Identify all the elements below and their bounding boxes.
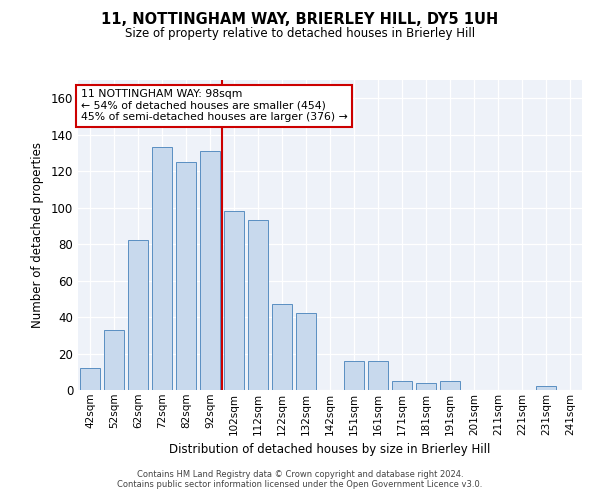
Bar xyxy=(80,368,100,390)
Bar xyxy=(536,386,556,390)
Bar xyxy=(392,381,412,390)
X-axis label: Distribution of detached houses by size in Brierley Hill: Distribution of detached houses by size … xyxy=(169,443,491,456)
Bar xyxy=(416,382,436,390)
Bar xyxy=(368,361,388,390)
Bar xyxy=(104,330,124,390)
Bar xyxy=(272,304,292,390)
Text: Contains HM Land Registry data © Crown copyright and database right 2024.
Contai: Contains HM Land Registry data © Crown c… xyxy=(118,470,482,489)
Bar xyxy=(176,162,196,390)
Bar xyxy=(128,240,148,390)
Bar xyxy=(248,220,268,390)
Text: 11 NOTTINGHAM WAY: 98sqm
← 54% of detached houses are smaller (454)
45% of semi-: 11 NOTTINGHAM WAY: 98sqm ← 54% of detach… xyxy=(80,90,347,122)
Bar xyxy=(200,151,220,390)
Text: 11, NOTTINGHAM WAY, BRIERLEY HILL, DY5 1UH: 11, NOTTINGHAM WAY, BRIERLEY HILL, DY5 1… xyxy=(101,12,499,28)
Text: Size of property relative to detached houses in Brierley Hill: Size of property relative to detached ho… xyxy=(125,28,475,40)
Bar xyxy=(224,212,244,390)
Bar xyxy=(296,314,316,390)
Bar xyxy=(440,381,460,390)
Bar xyxy=(344,361,364,390)
Y-axis label: Number of detached properties: Number of detached properties xyxy=(31,142,44,328)
Bar xyxy=(152,148,172,390)
